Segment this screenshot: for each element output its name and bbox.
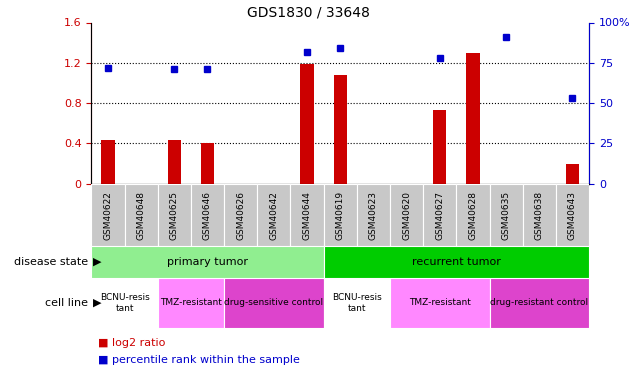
Text: GDS1830 / 33648: GDS1830 / 33648 bbox=[247, 6, 370, 20]
Bar bbox=[158, 184, 191, 246]
Text: GSM40635: GSM40635 bbox=[501, 191, 510, 240]
Bar bbox=[290, 184, 324, 246]
Bar bbox=[324, 184, 357, 246]
Text: GSM40625: GSM40625 bbox=[170, 191, 179, 240]
Bar bbox=[201, 144, 214, 184]
Text: disease state: disease state bbox=[14, 256, 88, 267]
Bar bbox=[224, 278, 324, 328]
Bar bbox=[224, 184, 257, 246]
Text: GSM40642: GSM40642 bbox=[270, 191, 278, 240]
Text: GSM40644: GSM40644 bbox=[302, 191, 311, 240]
Bar bbox=[101, 140, 115, 184]
Bar bbox=[125, 184, 158, 246]
Bar bbox=[390, 184, 423, 246]
Text: GSM40643: GSM40643 bbox=[568, 191, 577, 240]
Text: BCNU-resis
tant: BCNU-resis tant bbox=[100, 293, 149, 312]
Bar bbox=[91, 246, 324, 278]
Text: ■ log2 ratio: ■ log2 ratio bbox=[98, 338, 165, 348]
Text: cell line: cell line bbox=[45, 298, 88, 308]
Text: ▶: ▶ bbox=[93, 298, 101, 308]
Bar bbox=[490, 278, 589, 328]
Bar bbox=[324, 246, 589, 278]
Text: GSM40628: GSM40628 bbox=[469, 191, 478, 240]
Bar bbox=[423, 184, 456, 246]
Bar bbox=[257, 184, 290, 246]
Text: GSM40622: GSM40622 bbox=[103, 191, 112, 240]
Bar bbox=[301, 64, 314, 184]
Bar bbox=[523, 184, 556, 246]
Bar bbox=[168, 140, 181, 184]
Bar bbox=[490, 184, 523, 246]
Text: GSM40646: GSM40646 bbox=[203, 191, 212, 240]
Text: GSM40620: GSM40620 bbox=[402, 191, 411, 240]
Text: ▶: ▶ bbox=[93, 256, 101, 267]
Text: GSM40648: GSM40648 bbox=[137, 191, 146, 240]
Text: drug-sensitive control: drug-sensitive control bbox=[224, 298, 323, 307]
Bar bbox=[390, 278, 490, 328]
Text: GSM40619: GSM40619 bbox=[336, 191, 345, 240]
Text: GSM40626: GSM40626 bbox=[236, 191, 245, 240]
Text: GSM40638: GSM40638 bbox=[535, 191, 544, 240]
Bar bbox=[433, 110, 447, 184]
Text: ■ percentile rank within the sample: ■ percentile rank within the sample bbox=[98, 356, 299, 366]
Bar bbox=[91, 278, 158, 328]
Text: TMZ-resistant: TMZ-resistant bbox=[409, 298, 471, 307]
Bar bbox=[91, 184, 125, 246]
Bar bbox=[357, 184, 390, 246]
Bar bbox=[456, 184, 490, 246]
Text: recurrent tumor: recurrent tumor bbox=[412, 256, 501, 267]
Bar bbox=[466, 53, 479, 184]
Bar bbox=[324, 278, 390, 328]
Bar bbox=[556, 184, 589, 246]
Bar bbox=[191, 184, 224, 246]
Text: drug-resistant control: drug-resistant control bbox=[490, 298, 588, 307]
Text: TMZ-resistant: TMZ-resistant bbox=[160, 298, 222, 307]
Text: primary tumor: primary tumor bbox=[167, 256, 248, 267]
Text: GSM40627: GSM40627 bbox=[435, 191, 444, 240]
Bar bbox=[158, 278, 224, 328]
Bar bbox=[566, 164, 579, 184]
Text: GSM40623: GSM40623 bbox=[369, 191, 378, 240]
Text: BCNU-resis
tant: BCNU-resis tant bbox=[332, 293, 382, 312]
Bar bbox=[333, 75, 347, 184]
